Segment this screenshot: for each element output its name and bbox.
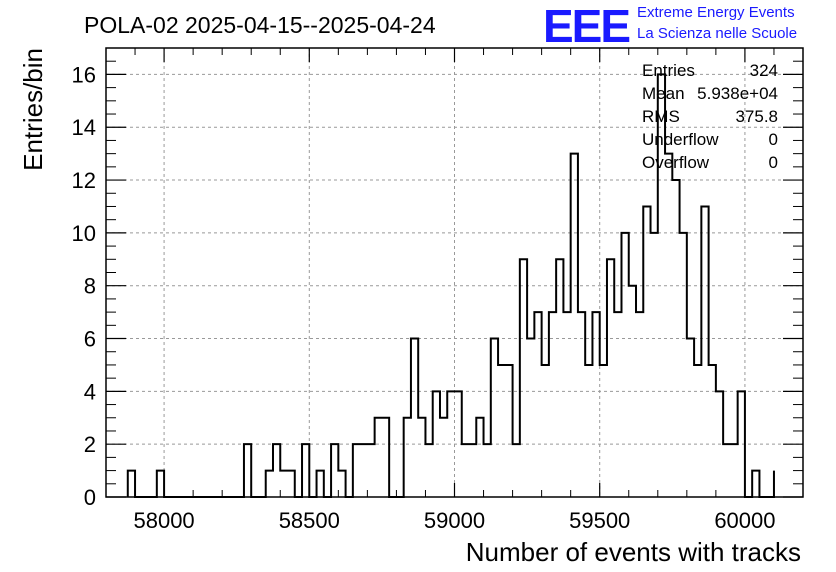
histogram-bin — [549, 312, 556, 497]
histogram-bin — [701, 206, 708, 497]
histogram-bin — [273, 444, 280, 497]
histogram-bin — [462, 444, 469, 497]
histogram-bin — [592, 312, 599, 497]
histogram-bin — [338, 471, 345, 497]
y-tick-label: 12 — [72, 168, 96, 193]
histogram-bin — [585, 365, 592, 497]
logo-mark: EEE — [543, 0, 629, 52]
y-tick-label: 10 — [72, 221, 96, 246]
histogram-bin — [491, 339, 498, 497]
y-tick-labels: 0 2 4 6 8 10 12 14 16 — [72, 62, 96, 510]
stats-label: Mean — [642, 84, 685, 103]
histogram-bin — [425, 444, 432, 497]
histogram-bin — [694, 365, 701, 497]
histogram-outline — [126, 73, 775, 498]
histogram-bin — [542, 365, 549, 497]
histogram-bin — [636, 312, 643, 497]
histogram-bin — [687, 339, 694, 497]
x-tick-label: 59000 — [424, 508, 485, 533]
histogram-bin — [128, 471, 135, 497]
x-tick-labels: 58000 58500 59000 59500 60000 — [133, 508, 775, 533]
logo-line-2: La Scienza nelle Scuole — [637, 25, 797, 42]
histogram-bin — [498, 365, 505, 497]
histogram-bin — [643, 206, 650, 497]
grid — [106, 48, 803, 498]
histogram-bin — [534, 312, 541, 497]
y-tick-label: 8 — [84, 274, 96, 299]
stats-value: 0 — [769, 130, 778, 149]
histogram-bin — [723, 444, 730, 497]
stats-value: 5.938e+04 — [697, 84, 778, 103]
x-tick-label: 60000 — [714, 508, 775, 533]
x-tick-label: 58000 — [133, 508, 194, 533]
histogram-bin — [578, 312, 585, 497]
histogram-bin — [513, 444, 520, 497]
histogram-bin — [288, 471, 295, 497]
histogram-bin — [665, 154, 672, 497]
y-tick-label: 16 — [72, 62, 96, 87]
y-tick-label: 6 — [84, 327, 96, 352]
y-tick-label: 0 — [84, 485, 96, 510]
histogram-bin — [360, 444, 367, 497]
histogram-bin — [353, 444, 360, 497]
histogram-bin — [600, 365, 607, 497]
stats-label: Overflow — [642, 153, 710, 172]
chart-title: POLA-02 2025-04-15--2025-04-24 — [84, 12, 436, 38]
histogram-bin — [476, 418, 483, 497]
histogram-bin — [614, 312, 621, 497]
stats-value: 324 — [750, 61, 778, 80]
histogram-bin — [520, 259, 527, 497]
histogram-bin — [730, 444, 737, 497]
histogram-bin — [440, 418, 447, 497]
histogram-bin — [411, 339, 418, 497]
histogram-bin — [709, 365, 716, 497]
histogram-bin — [469, 444, 476, 497]
eee-logo: EEE Extreme Energy Events La Scienza nel… — [543, 0, 797, 52]
stats-value: 375.8 — [735, 107, 778, 126]
histogram-bin — [680, 233, 687, 497]
histogram-bin — [621, 233, 628, 497]
stats-label: Underflow — [642, 130, 719, 149]
histogram-bin — [375, 418, 382, 497]
histogram-bin — [752, 471, 759, 497]
histogram-bin — [651, 233, 658, 497]
histogram-bin — [157, 471, 164, 497]
histogram-bin — [266, 471, 273, 497]
x-tick-label: 58500 — [279, 508, 340, 533]
y-axis-title: Entries/bin — [18, 48, 48, 171]
histogram-bin — [382, 418, 389, 497]
histogram-bin — [280, 471, 287, 497]
histogram-bin — [556, 259, 563, 497]
y-tick-label: 2 — [84, 432, 96, 457]
histogram-bin — [484, 444, 491, 497]
histogram-bin — [505, 365, 512, 497]
histogram-bin — [367, 444, 374, 497]
histogram-bin — [317, 471, 324, 497]
histogram-bin — [244, 444, 251, 497]
histogram-bin — [607, 259, 614, 497]
stats-box: Entries 324 Mean 5.938e+04 RMS 375.8 Underflow… — [642, 61, 778, 172]
histogram-bin — [331, 444, 338, 497]
axis-ticks — [105, 48, 804, 498]
histogram-bin — [302, 444, 309, 497]
histogram-series — [126, 73, 775, 498]
histogram-bin — [418, 418, 425, 497]
histogram-bin — [563, 312, 570, 497]
histogram-bin — [571, 154, 578, 497]
histogram-bin — [404, 418, 411, 497]
x-tick-label: 59500 — [569, 508, 630, 533]
x-axis-title: Number of events with tracks — [466, 537, 801, 567]
y-tick-label: 14 — [72, 115, 96, 140]
y-tick-label: 4 — [84, 379, 96, 404]
logo-line-1: Extreme Energy Events — [637, 4, 795, 21]
histogram-bin — [527, 339, 534, 497]
stats-label: Entries — [642, 61, 695, 80]
stats-value: 0 — [769, 153, 778, 172]
stats-label: RMS — [642, 107, 680, 126]
